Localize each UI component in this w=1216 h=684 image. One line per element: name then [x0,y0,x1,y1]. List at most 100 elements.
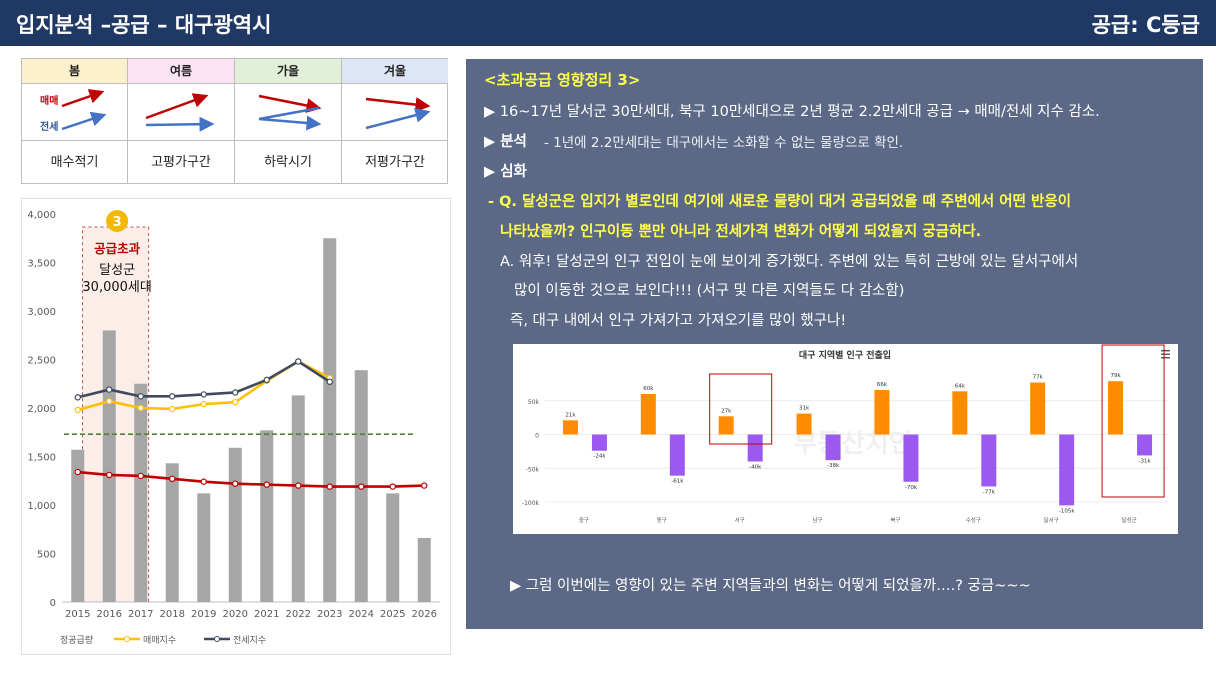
x-tick-label: 2015 [65,609,90,620]
jeonse-index-point [326,378,333,386]
y-tick-label: -50k [526,466,540,473]
season-header: 여름 [128,59,234,84]
season-trend-icon [235,84,341,141]
trend-point [232,480,239,487]
x-tick-label: 서구 [735,516,745,524]
hamburger-menu-icon [1161,357,1170,359]
trend-point [74,468,81,476]
season-description: 매수적기 [50,155,99,170]
sale-index-point [137,404,144,412]
oversupply-label: 공급초과 [94,241,141,256]
supply-bar [197,493,211,602]
outflow-bar [1059,434,1075,506]
x-tick-label: 남구 [813,516,823,524]
panel-question-line2: 나타났을까? 인구이동 뿐만 아니라 전세가격 변화가 어떻게 되었을지 궁금하… [500,224,982,240]
y-tick-label: 2,000 [27,404,56,415]
jeonse-legend-label: 전세 [40,122,59,133]
jeonse-index-point [169,393,176,400]
season-description: 저평가구간 [365,155,425,170]
legend-marker-jeonse [214,636,220,642]
outflow-bar [669,434,685,476]
season-header: 봄 [22,59,127,84]
supply-bar [134,383,148,602]
panel-question-line1: - Q. 달성군은 입지가 별로인데 여기에 새로운 물량이 대거 공급되었을 … [488,194,1072,210]
up-arrows-icon [61,89,107,131]
outflow-value-label: -105k [1059,508,1075,514]
legend-label-jeonse: 전세지수 [233,635,266,646]
jeonse-index-point [74,394,81,401]
inflow-value-label: 77k [1033,375,1044,381]
migration-chart-title: 대구 지역별 인구 전출입 [799,349,891,361]
x-tick-label: 2023 [317,609,342,620]
inflow-bar [1108,381,1124,435]
y-tick-label: 500 [37,550,56,561]
sale-up-jeonse-flat-icon [145,93,215,132]
x-tick-label: 2025 [380,609,405,620]
step-badge-circle [106,210,129,232]
y-tick-label: 2,500 [27,356,56,367]
season-column-winter: 겨울 저평가구간 [342,59,448,183]
jeonse-index-point [232,389,239,396]
x-tick-label: 2021 [254,609,279,620]
panel-answer-line3: 즉, 대구 내에서 인구 가져가고 가져오기를 많이 했구나! [510,313,847,329]
inflow-value-label: 21k [565,412,576,418]
outflow-value-label: -38k [827,463,840,469]
panel-answer-line1: A. 워후! 달성군의 인구 전입이 눈에 보이게 증가했다. 주변에 있는 특… [500,254,1079,270]
outflow-bar [903,434,919,482]
population-migration-chart-svg: 대구 지역별 인구 전출입부동산치인50k0-50k-100k21k-24k중구… [522,344,1170,524]
supply-bar [260,430,274,602]
down-arrows-icon [258,94,322,131]
jeonse-index-point [137,393,144,400]
outflow-value-label: -70k [905,485,918,491]
y-tick-label: 1,000 [27,501,56,512]
panel-line-supply: ▶ 16~17년 달서군 30만세대, 북구 10만세대으로 2년 평균 2.2… [484,104,1100,120]
inflow-bar [640,394,656,435]
panel-footer-question: ▶ 그럼 이번에는 영향이 있는 주변 지역들과의 변화는 어떻게 되었을까….… [510,578,1031,594]
highlight-box-dalseong [1101,344,1165,498]
supply-bar [323,238,337,602]
header-bar: 입지분석 –공급 – 대구광역시 공급: C등급 [0,0,1216,46]
inflow-value-label: 27k [721,408,732,414]
x-tick-label: 2016 [97,609,122,620]
legend-label-sale: 매매지수 [143,635,176,646]
season-header: 가을 [235,59,341,84]
supply-bar [386,493,400,602]
outflow-value-label: -40k [749,465,762,471]
sale-index-point [169,405,176,413]
hamburger-menu-icon [1161,353,1170,355]
sale-index-point [200,400,207,408]
supply-bar [165,463,179,602]
outflow-bar [591,434,607,451]
x-tick-label: 동구 [657,517,667,524]
jeonse-index-point [106,386,113,393]
inflow-bar [562,420,578,435]
inflow-value-label: 64k [955,383,966,389]
sale-index-point [106,398,113,405]
season-trend-icon: 매매 전세 [22,84,127,141]
supply-grade-label: 공급: C등급 [1091,13,1200,37]
y-tick-label: 50k [528,399,540,406]
legend-marker-sale [124,636,130,642]
highlight-box-seogu [709,373,773,445]
season-column-summer: 여름 고평가구간 [128,59,235,183]
x-tick-label: 2022 [286,609,311,620]
supply-bar [417,537,431,602]
inflow-value-label: 79k [1110,373,1121,379]
outflow-bar [1137,434,1153,456]
season-column-autumn: 가을 하락시기 [235,59,342,183]
supply-bar [71,449,85,602]
x-tick-label: 2024 [349,609,374,620]
inflow-value-label: 60k [643,386,654,392]
x-tick-label: 달서구 [1044,516,1059,524]
hamburger-menu-icon [1161,350,1170,352]
trend-point [106,471,113,479]
sale-index-point [232,398,239,406]
season-trend-icon [128,84,234,141]
supply-bar [102,330,116,602]
supply-bar [291,395,305,602]
y-tick-label: -100k [522,500,540,507]
y-tick-label: 3,000 [27,307,56,318]
trend-point [421,482,428,489]
x-tick-label: 2017 [128,609,153,620]
page-title: 입지분석 –공급 – 대구광역시 [16,13,272,37]
